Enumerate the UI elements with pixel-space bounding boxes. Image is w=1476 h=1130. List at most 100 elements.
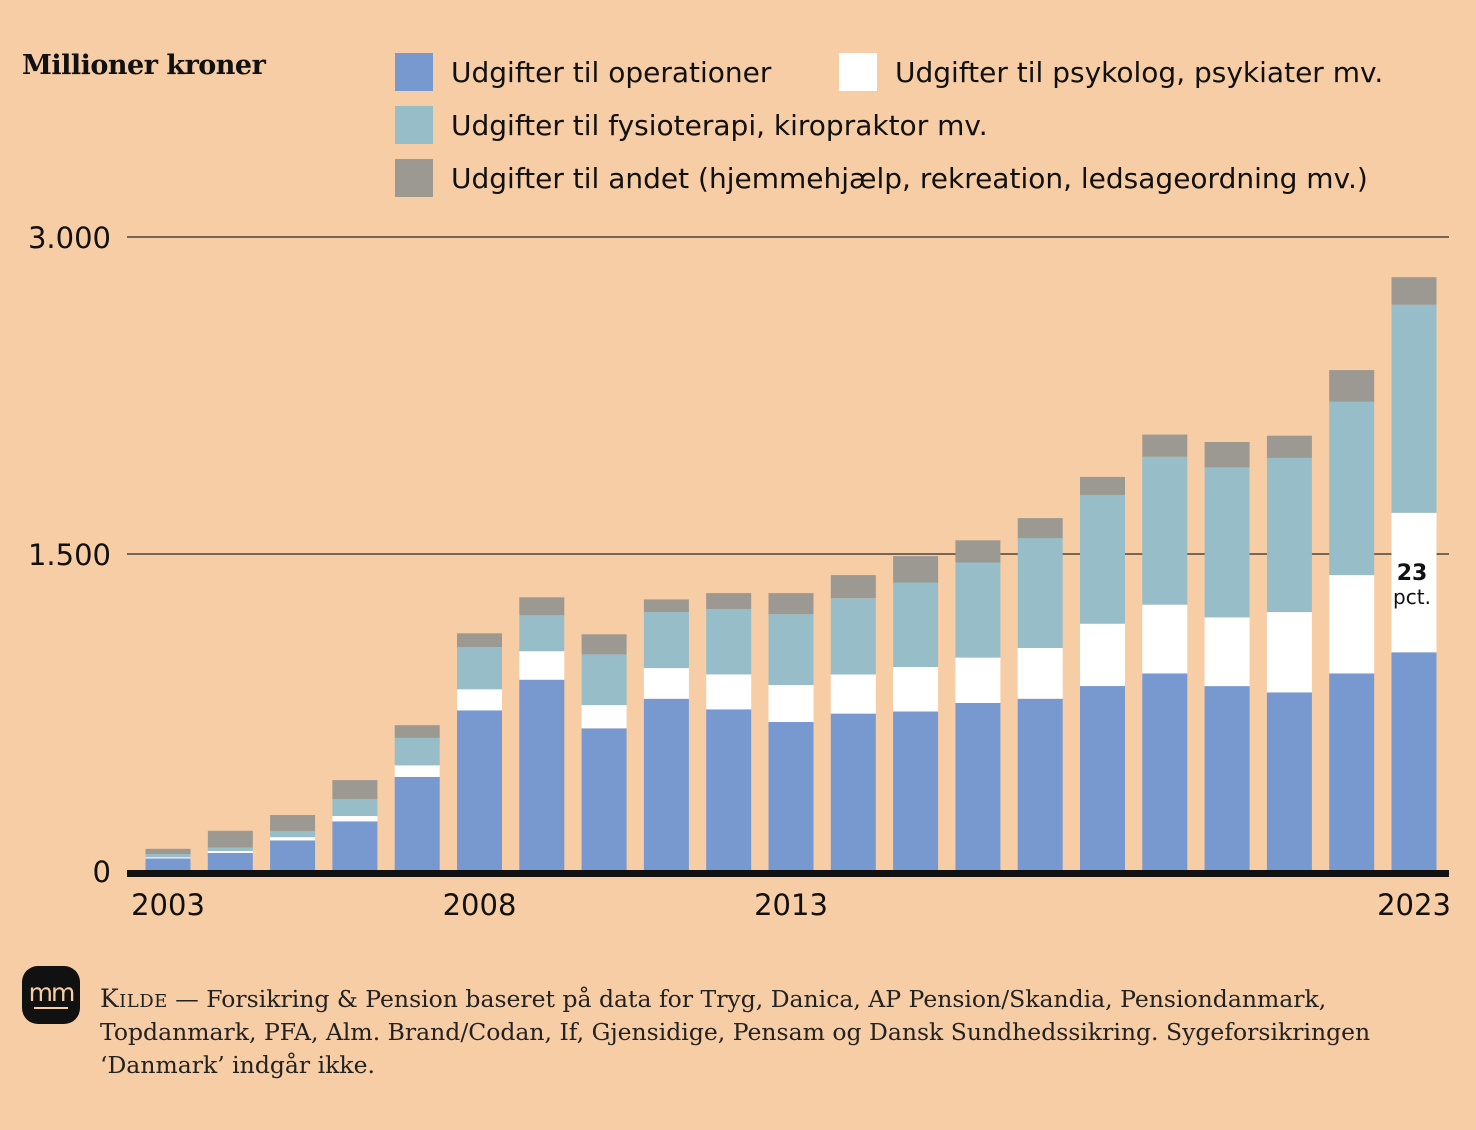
bar-segment	[145, 858, 191, 871]
bar-segment	[519, 651, 565, 680]
legend-label-psykolog: Udgifter til psykolog, psykiater mv.	[895, 55, 1384, 89]
bar-segment	[1391, 652, 1437, 871]
legend-item-andet: Udgifter til andet (hjemmehjælp, rekreat…	[395, 159, 1368, 197]
bar-segment	[830, 713, 876, 871]
bar-segment	[643, 612, 689, 669]
bar-segment	[768, 722, 814, 871]
legend-swatch-fysioterapi	[395, 106, 433, 144]
bar-segment	[1391, 512, 1437, 653]
bar-segment	[955, 703, 1001, 871]
bar-segment	[893, 556, 939, 583]
bar-segment	[1080, 494, 1125, 624]
bar-segment	[270, 837, 316, 841]
bar-segment	[768, 593, 814, 615]
bar-segment	[457, 633, 502, 647]
bar-segment	[1142, 434, 1188, 457]
y-tick-label: 3.000	[28, 221, 111, 255]
gridlines	[127, 236, 1449, 555]
bar-segment	[893, 711, 939, 871]
bar-segment	[643, 599, 689, 613]
legend-swatch-andet	[395, 159, 433, 197]
bar-segment	[457, 710, 502, 871]
legend-item-psykolog: Udgifter til psykolog, psykiater mv.	[839, 53, 1383, 91]
annotation-unit: pct.	[1393, 585, 1431, 609]
bar-segment	[830, 598, 876, 675]
x-axis: 2003 2008 2013 2023	[127, 870, 1451, 922]
bar-segment	[1329, 575, 1375, 674]
bar-segment	[955, 657, 1001, 703]
x-tick-label: 2003	[131, 888, 205, 922]
x-axis-baseline	[127, 870, 1449, 877]
bar-segment	[1204, 467, 1250, 618]
bar-segment	[457, 647, 502, 690]
bar-segment	[207, 830, 253, 848]
bar-segment	[1017, 648, 1063, 699]
unit-title: Millioner kroner	[22, 50, 266, 81]
bar-segment	[1017, 698, 1063, 871]
bar-segment	[1142, 604, 1188, 674]
bar-segment	[270, 840, 316, 871]
bar-segment	[1329, 673, 1375, 871]
bar-segment	[519, 597, 565, 616]
bar-segment	[1266, 692, 1312, 871]
legend-label-fysioterapi: Udgifter til fysioterapi, kiropraktor mv…	[451, 108, 988, 142]
x-tick-label: 2023	[1377, 888, 1451, 922]
x-tick-label: 2008	[443, 888, 517, 922]
x-tick-label: 2013	[754, 888, 828, 922]
bar-segment	[394, 777, 440, 871]
annotation-value: 23	[1397, 561, 1428, 586]
bar-segment	[1329, 401, 1375, 576]
legend-swatch-operationer	[395, 53, 433, 91]
bar-segment	[394, 725, 440, 738]
bar-segment	[1204, 686, 1250, 871]
bars	[145, 277, 1437, 871]
legend-item-fysioterapi: Udgifter til fysioterapi, kiropraktor mv…	[395, 106, 988, 144]
bar-segment	[706, 608, 752, 675]
source-note: Kilde — Forsikring & Pension baseret på …	[100, 982, 1440, 1082]
bar-segment	[207, 850, 253, 853]
legend-swatch-psykolog	[839, 53, 877, 91]
bar-segment	[270, 830, 316, 838]
source-dash: —	[167, 985, 207, 1013]
bar-segment	[1204, 617, 1250, 687]
y-axis: 0 1.500 3.000	[28, 221, 111, 889]
y-tick-label: 0	[93, 855, 111, 889]
bar-segment	[893, 582, 939, 667]
bar-segment	[332, 821, 378, 871]
bar-segment	[207, 853, 253, 871]
bar-segment	[1017, 518, 1063, 539]
bar-segment	[270, 815, 316, 831]
bar-segment	[207, 847, 253, 851]
bar-segment	[332, 816, 378, 822]
bar-segment	[830, 674, 876, 714]
bar-segment	[643, 668, 689, 699]
bar-segment	[519, 679, 565, 871]
bar-segment	[1329, 370, 1375, 402]
publisher-logo: mm	[22, 966, 80, 1024]
bar-segment	[643, 698, 689, 871]
bar-segment	[457, 689, 502, 711]
bar-segment	[145, 854, 191, 858]
legend-item-operationer: Udgifter til operationer	[395, 53, 771, 91]
bar-segment	[1080, 686, 1125, 871]
bar-segment	[145, 848, 191, 855]
bar-segment	[332, 780, 378, 800]
bar-segment	[893, 667, 939, 712]
annotation: 23 pct.	[1393, 561, 1431, 609]
bar-segment	[768, 614, 814, 685]
bar-segment	[1391, 277, 1437, 305]
bar-segment	[1017, 538, 1063, 648]
bar-segment	[706, 709, 752, 871]
bar-segment	[706, 674, 752, 710]
legend-label-andet: Udgifter til andet (hjemmehjælp, rekreat…	[451, 161, 1368, 195]
legend-label-operationer: Udgifter til operationer	[451, 55, 772, 89]
y-tick-label: 1.500	[28, 538, 111, 572]
bar-segment	[394, 737, 440, 766]
source-kicker: Kilde	[100, 984, 168, 1013]
bar-segment	[581, 705, 627, 729]
bar-segment	[581, 728, 627, 871]
bar-segment	[1080, 476, 1125, 495]
logo-text: mm	[28, 977, 76, 1007]
bar-segment	[394, 765, 440, 777]
